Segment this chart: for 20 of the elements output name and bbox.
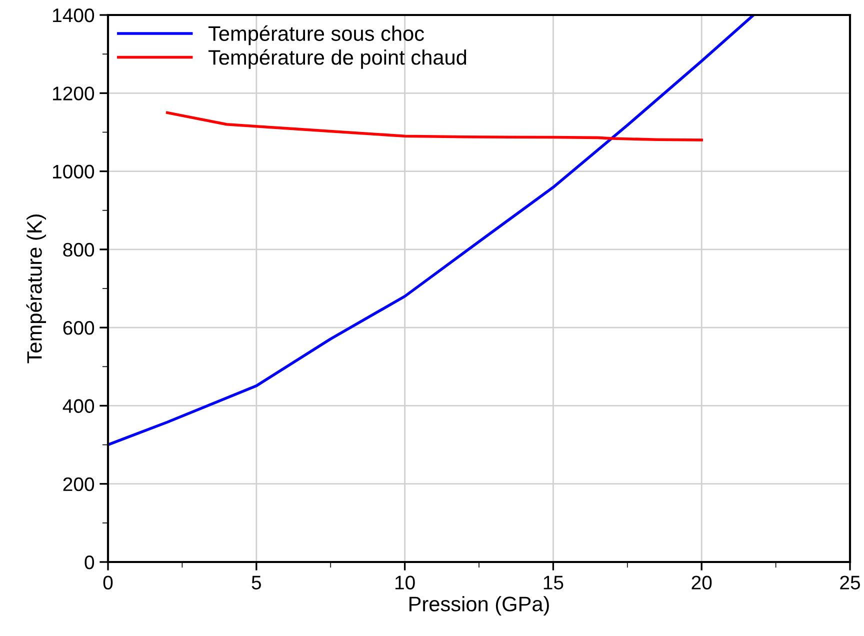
line-series (108, 15, 755, 446)
x-axis-title: Pression (GPa) (410, 596, 549, 616)
y-tick-label: 200 (63, 477, 94, 492)
x-tick-label: 5 (252, 576, 261, 590)
x-tick-label: 20 (692, 576, 712, 590)
legend-label: Température sous choc (208, 25, 424, 46)
x-tick-label: 10 (395, 576, 415, 590)
y-tick-label: 1400 (53, 8, 94, 22)
y-tick-label: 400 (62, 399, 94, 413)
legend-label: Température de point chaud (208, 49, 466, 69)
y-tick-label: 1000 (53, 164, 94, 179)
x-tick-label: 25 (840, 576, 860, 590)
x-tick-label: 15 (544, 576, 564, 590)
y-tick-label: 0 (84, 555, 94, 570)
line-series (166, 111, 703, 142)
y-tick-label: 800 (63, 242, 94, 257)
y-tick-label: 600 (63, 321, 94, 335)
x-tick-label: 0 (103, 576, 113, 590)
y-tick-label: 1200 (53, 86, 94, 100)
y-axis-title: Température (K) (26, 214, 46, 364)
